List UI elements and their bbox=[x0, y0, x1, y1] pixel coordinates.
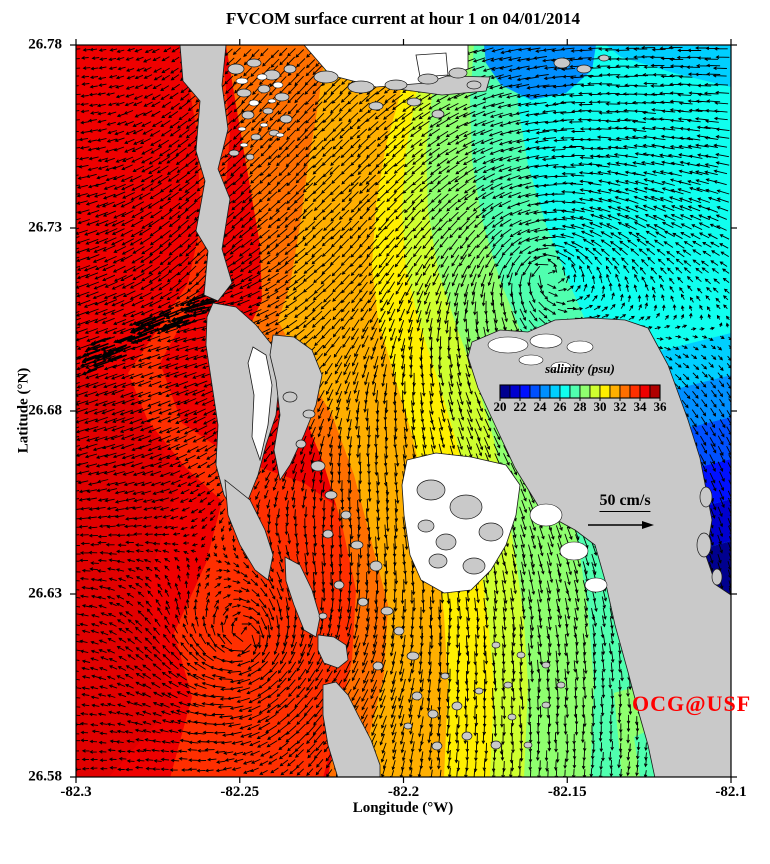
plot-title: FVCOM surface current at hour 1 on 04/01… bbox=[226, 9, 580, 28]
scale-arrow bbox=[588, 521, 654, 529]
x-tick-label: -82.1 bbox=[715, 784, 747, 800]
plot-box bbox=[70, 39, 737, 783]
colorbar-tick-label: 32 bbox=[613, 399, 627, 414]
x-tick-label: -82.2 bbox=[387, 784, 420, 800]
colorbar-tick-label: 22 bbox=[513, 399, 527, 414]
colorbar-tick-label: 30 bbox=[593, 399, 607, 414]
scale-arrow-label: 50 cm/s bbox=[599, 492, 651, 512]
colorbar-tick-label: 26 bbox=[553, 399, 567, 414]
x-tick-label: -82.15 bbox=[547, 784, 587, 800]
colorbar-tick-label: 24 bbox=[533, 399, 547, 414]
colorbar bbox=[499, 384, 661, 401]
colorbar-tick-label: 34 bbox=[633, 399, 647, 414]
y-tick-label: 26.58 bbox=[28, 768, 62, 785]
y-tick-label: 26.63 bbox=[28, 585, 62, 602]
y-tick-label: 26.68 bbox=[28, 402, 62, 419]
colorbar-tick-label: 28 bbox=[573, 399, 587, 414]
x-axis-label: Longitude (°W) bbox=[352, 800, 454, 816]
y-tick-label: 26.78 bbox=[28, 36, 62, 53]
x-tick-label: -82.3 bbox=[60, 784, 92, 800]
y-tick-label: 26.73 bbox=[28, 219, 62, 236]
x-tick-label: -82.25 bbox=[220, 784, 260, 800]
colorbar-label: salinity (psu) bbox=[545, 361, 615, 376]
colorbar-tick-label: 20 bbox=[493, 399, 507, 414]
watermark: OCG@USF bbox=[632, 691, 752, 716]
colorbar-tick-label: 36 bbox=[653, 399, 667, 414]
